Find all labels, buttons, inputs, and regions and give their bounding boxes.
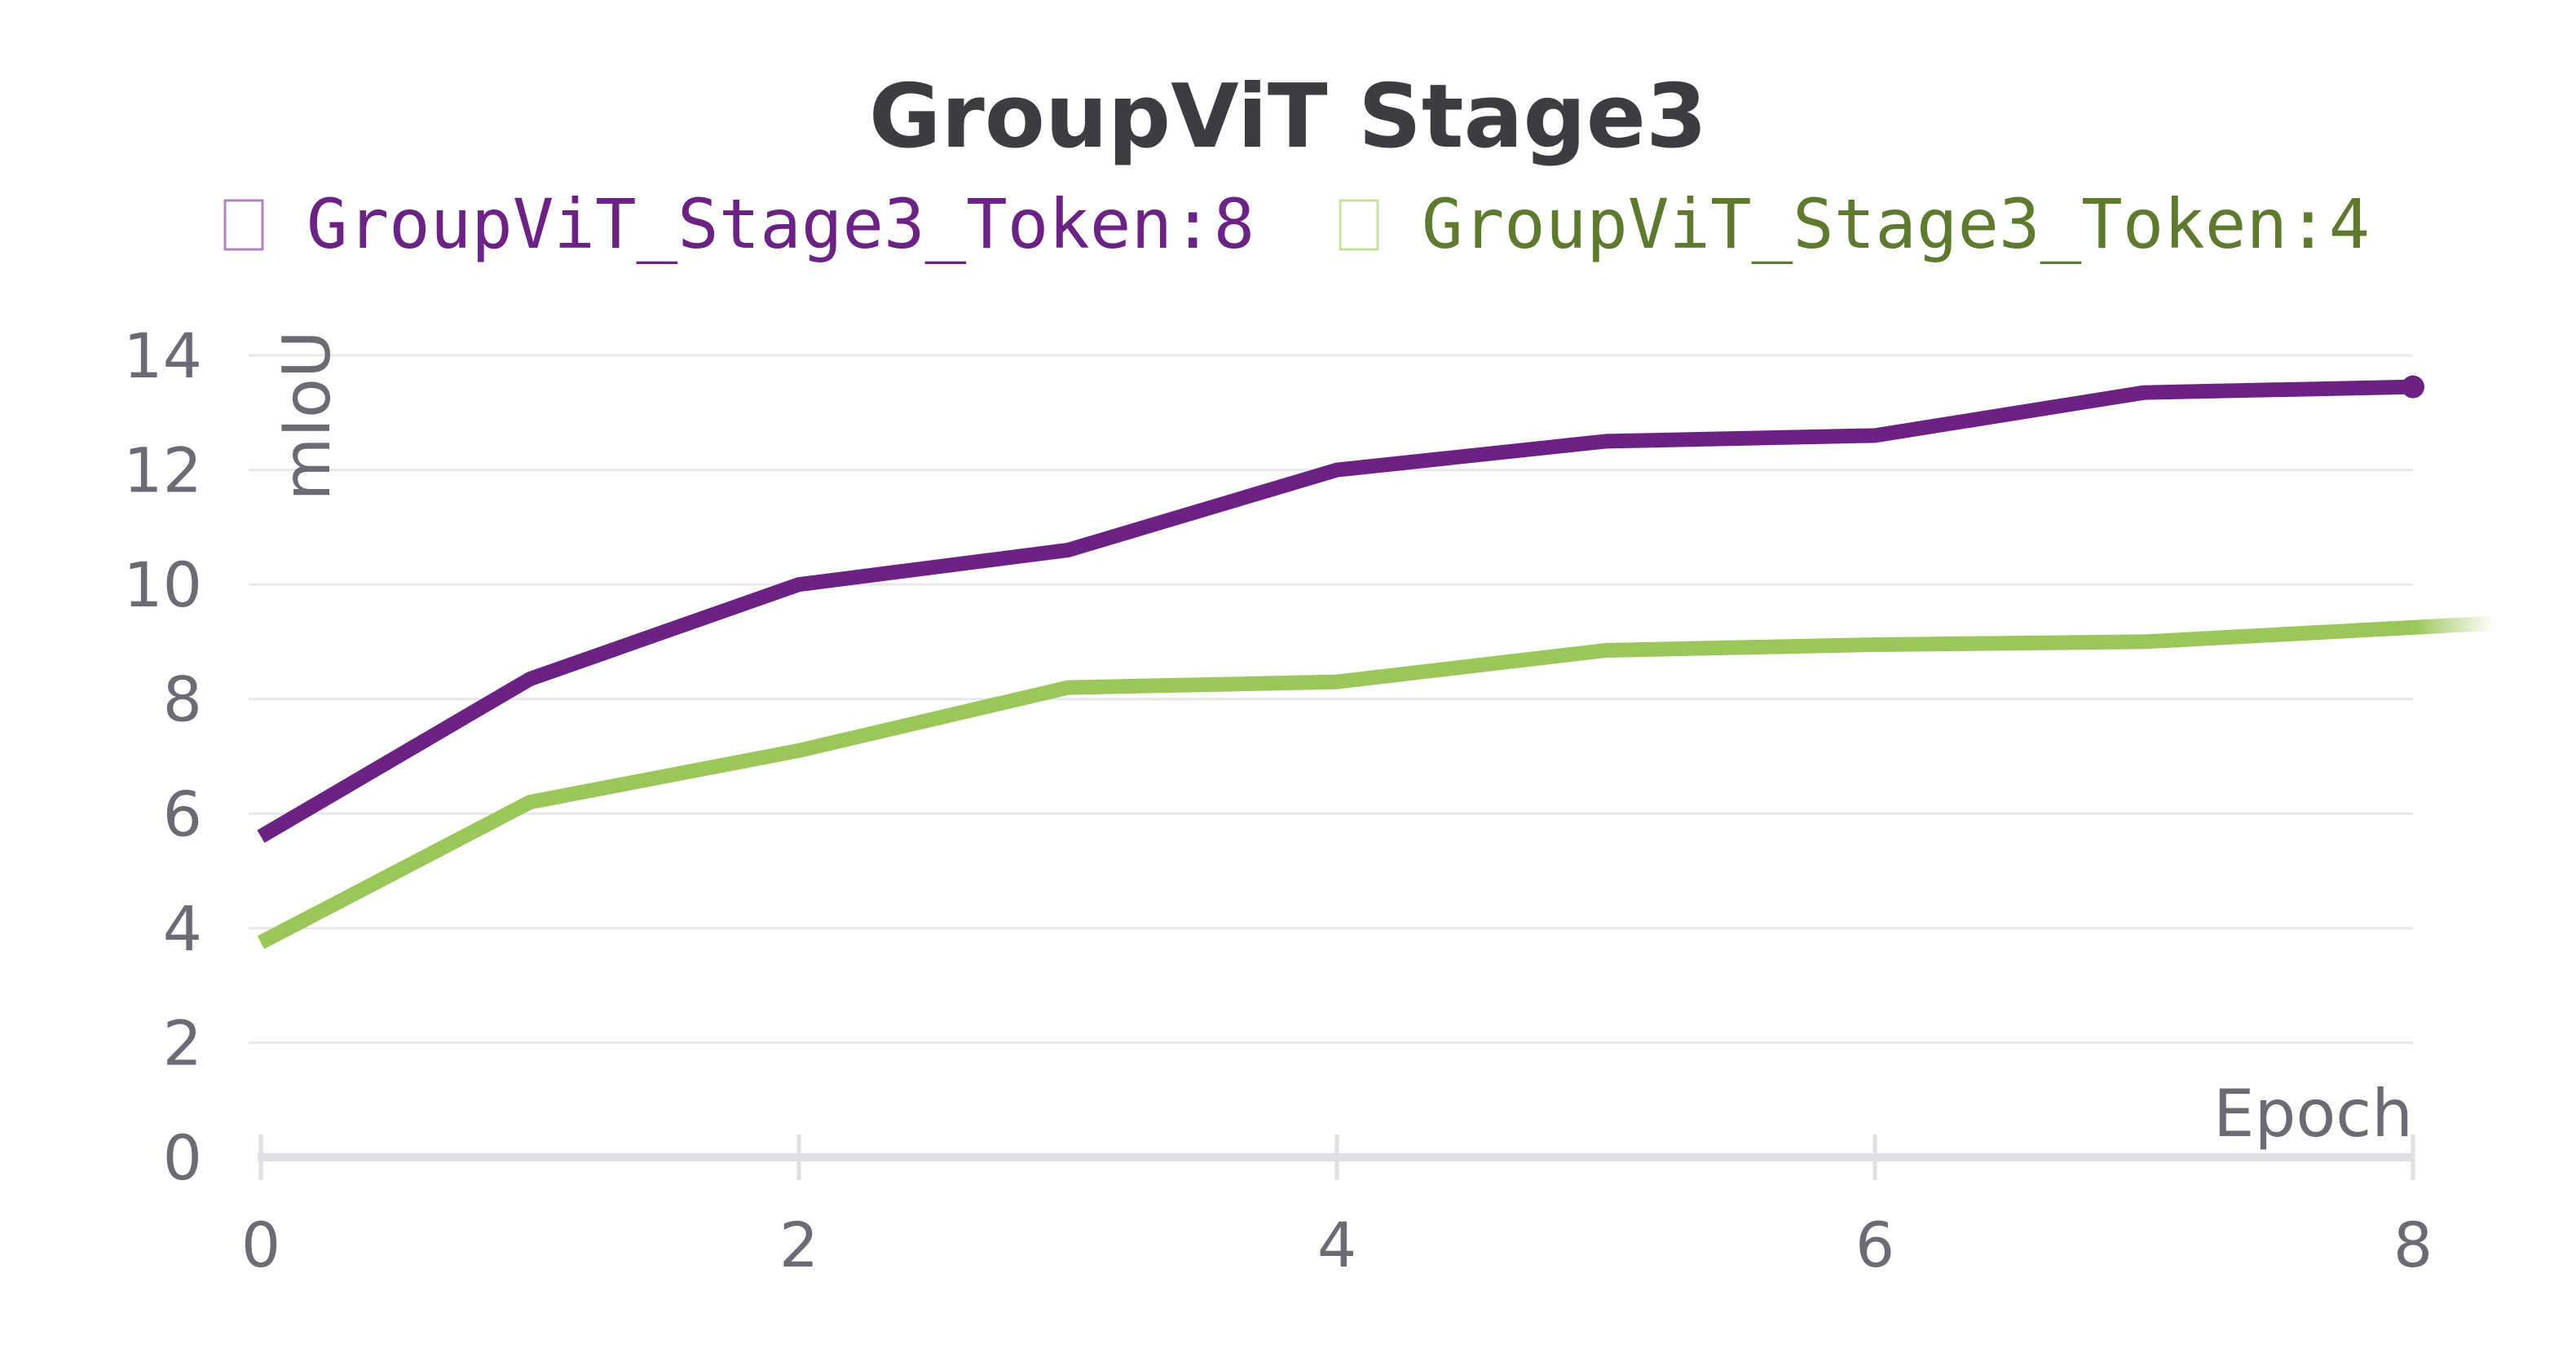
y-tick-label: 14: [123, 319, 202, 392]
series-lines: [257, 375, 2495, 949]
x-axis-label: Epoch: [2213, 1076, 2413, 1152]
x-tick-label: 6: [1855, 1209, 1895, 1281]
y-axis: 0 2 4 6 8 10 12 14: [123, 319, 202, 1194]
y-tick-label: 12: [123, 434, 202, 507]
y-tick-label: 0: [163, 1121, 202, 1194]
y-tick-label: 4: [163, 892, 202, 965]
y-tick-label: 10: [123, 549, 202, 621]
legend-item-1[interactable]: GroupViT_Stage3_Token:8: [223, 184, 1255, 264]
x-tick-label: 8: [2393, 1209, 2433, 1281]
y-tick-label: 8: [163, 663, 202, 736]
legend-swatch: [223, 199, 264, 251]
x-tick-label: 4: [1317, 1209, 1356, 1281]
chart-title: GroupViT Stage3: [869, 66, 1707, 168]
legend-label: GroupViT_Stage3_Token:8: [307, 184, 1255, 264]
series-line-1: [257, 379, 2414, 844]
x-axis: 0 2 4 6 8: [241, 1135, 2433, 1281]
series-fade-extension: [2412, 615, 2495, 635]
series-line-2: [257, 619, 2414, 949]
x-tick-label: 2: [779, 1209, 818, 1281]
series-endpoint-marker: [2402, 375, 2424, 399]
gridlines: [249, 354, 2413, 1044]
x-tick-label: 0: [241, 1209, 280, 1281]
legend-swatch: [1339, 199, 1379, 251]
legend: GroupViT_Stage3_Token:8 GroupViT_Stage3_T…: [223, 184, 2370, 264]
y-tick-label: 2: [163, 1007, 202, 1079]
y-tick-label: 6: [163, 778, 202, 850]
y-axis-label: mIoU: [269, 330, 345, 500]
legend-item-2[interactable]: GroupViT_Stage3_Token:4: [1339, 184, 2370, 264]
legend-label: GroupViT_Stage3_Token:4: [1422, 184, 2370, 264]
